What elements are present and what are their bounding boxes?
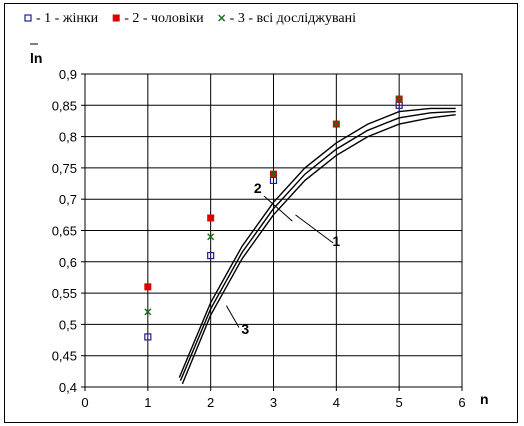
fit-curve-1 [181,114,456,385]
chart-frame [4,3,518,423]
data-point-series-3 [207,233,215,241]
curve-leader-3 [225,305,240,328]
legend-marker-2 [112,14,120,22]
data-point-series-1 [207,251,215,260]
curve-label-1: 1 [332,233,340,249]
data-point-series-1 [144,333,152,341]
data-point-series-3 [144,308,152,316]
x-tick-label: 5 [396,395,403,410]
data-point-series-3 [270,170,277,178]
legend-marker-3 [218,14,226,22]
y-axis-label: ln [30,50,42,66]
curve-leader-2 [263,195,293,222]
y-tick-label: 0,45 [52,349,77,364]
fit-curve-2 [178,107,456,378]
curve-label-3: 3 [241,321,249,337]
data-point-series-3 [395,95,403,103]
y-tick-label: 0,7 [59,192,77,207]
y-tick-label: 0,9 [59,67,77,82]
legend-label-3: - 3 - всі досліджувані [230,11,356,26]
y-tick-label: 0,55 [52,286,77,301]
x-tick-label: 4 [333,395,340,410]
legend-label-1: - 1 - жінки [36,11,99,26]
data-point-series-3 [332,120,340,128]
legend-label-2: - 2 - чоловіки [124,11,204,26]
x-tick-label: 2 [207,395,214,410]
data-point-series-2 [207,214,215,222]
y-tick-label: 0,8 [59,130,77,145]
legend-marker-1 [24,14,32,22]
y-tick-label: 0,85 [52,98,77,113]
y-tick-label: 0,5 [59,317,77,332]
x-axis-label: n [480,391,489,407]
x-tick-label: 6 [458,395,465,410]
curve-leader-1 [295,214,334,244]
data-point-series-2 [144,283,152,291]
y-tick-label: 0,4 [59,380,77,395]
fit-curve-3 [179,110,456,381]
curve-label-2: 2 [254,180,262,196]
y-tick-label: 0,65 [52,224,77,239]
y-tick-label: 0,75 [52,161,77,176]
x-tick-label: 0 [81,395,88,410]
x-tick-label: 3 [270,395,277,410]
y-tick-label: 0,6 [59,255,77,270]
x-tick-label: 1 [144,395,151,410]
